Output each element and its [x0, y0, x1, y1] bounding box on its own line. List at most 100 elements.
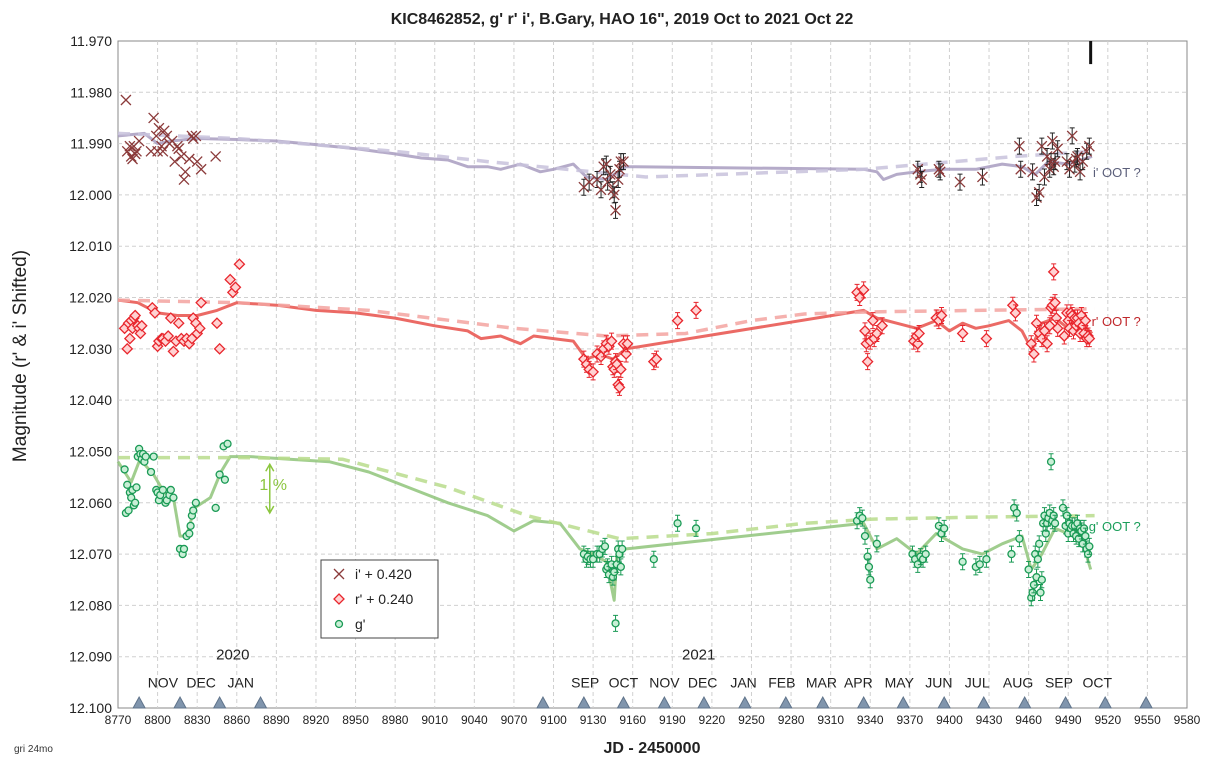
month-label: NOV — [148, 674, 179, 690]
x-tick-label: 9220 — [699, 713, 726, 727]
r-band-point — [1049, 296, 1061, 309]
x-tick-label: 9550 — [1134, 713, 1161, 727]
r-band-point — [956, 327, 969, 340]
g-band-point — [958, 557, 967, 566]
i-band-point — [608, 189, 620, 201]
r-band-point — [587, 366, 600, 378]
x-tick-label: 9160 — [619, 713, 646, 727]
g-band-point — [131, 498, 140, 507]
r-band-point — [853, 291, 866, 304]
r-band-point — [233, 258, 246, 271]
r-band-point — [1047, 265, 1060, 278]
month-label: JAN — [228, 674, 254, 690]
x-tick-label: 8770 — [105, 713, 132, 727]
r-band-point — [193, 322, 206, 335]
i-band-point — [595, 184, 607, 196]
month-label: FEB — [768, 674, 795, 690]
i-band-point — [1052, 143, 1064, 155]
y-tick-label: 12.010 — [69, 238, 112, 254]
r-band-point — [1058, 330, 1071, 342]
r-band-point — [211, 317, 223, 330]
i-band-point — [124, 140, 136, 152]
g-band-point — [940, 524, 949, 533]
legend-entry-label: g' — [355, 616, 365, 632]
g-band-point — [149, 452, 158, 461]
r-band-point — [1041, 337, 1054, 350]
i-band-point — [179, 166, 191, 178]
data-points — [118, 94, 1096, 632]
x-tick-label: 9070 — [501, 713, 528, 727]
g-band-point — [1035, 539, 1044, 548]
x-tick-label: 9340 — [857, 713, 884, 727]
month-label: AUG — [1003, 674, 1033, 690]
r-band-point — [149, 307, 161, 319]
month-triangle-marker — [738, 695, 752, 709]
i-band-point — [133, 135, 145, 147]
annotation-label: 1 % — [259, 477, 287, 494]
i-band-point — [604, 168, 616, 180]
y-tick-label: 12.090 — [69, 649, 112, 665]
month-triangle-marker — [976, 695, 991, 709]
i-band-point — [600, 158, 612, 170]
annotation-label: i' OOT ? — [1093, 165, 1141, 180]
month-label: JAN — [730, 674, 756, 690]
i-band-point — [158, 125, 170, 137]
g-band-point — [185, 529, 194, 538]
i-band-point — [121, 145, 133, 157]
r-band-point — [1025, 337, 1038, 350]
g-band-point — [691, 524, 701, 533]
month-triangle-marker — [856, 695, 871, 709]
i-band-point — [1046, 135, 1058, 147]
x-tick-label: 9130 — [580, 713, 607, 727]
i-band-point — [610, 204, 622, 216]
g-band-point — [616, 562, 625, 572]
i-band-point — [954, 176, 966, 188]
x-tick-label: 9580 — [1174, 713, 1201, 727]
i-band-point — [583, 176, 595, 188]
i-band-point — [1061, 156, 1073, 168]
i-band-point — [933, 163, 945, 175]
legend: i' + 0.420 r' + 0.240 g' — [320, 559, 439, 639]
plot-area — [117, 40, 1188, 709]
g-band-point — [1036, 588, 1045, 597]
r-band-point — [595, 350, 607, 363]
r-band-point — [224, 273, 237, 286]
x-tick-label: 8950 — [342, 713, 369, 727]
r-band-point — [870, 327, 883, 340]
g-band-point — [600, 542, 610, 551]
g-band-point — [1081, 531, 1090, 541]
i-band-point — [1077, 156, 1089, 168]
month-label: DEC — [688, 674, 718, 690]
annotations: NOV DEC JAN SEP OCT NOV DEC JAN FEB MAR APR MAY JUN J… — [148, 41, 1141, 690]
g-band-point — [189, 506, 198, 515]
g-band-point — [1037, 575, 1046, 584]
g-band-point — [123, 480, 132, 489]
month-triangle-marker — [1017, 695, 1032, 709]
g-band-point — [1012, 508, 1021, 518]
month-triangle-marker — [1058, 695, 1073, 709]
x-tick-label: 9490 — [1055, 713, 1082, 727]
model-curve — [117, 298, 1094, 361]
r-band-point — [621, 337, 634, 350]
r-band-point — [1009, 307, 1022, 319]
g-band-point — [1007, 549, 1016, 559]
one-percent-arrow-head-top — [265, 462, 275, 472]
i-band-point — [183, 153, 195, 165]
i-band-point — [169, 156, 181, 168]
g-band-point — [191, 498, 201, 507]
r-band-point — [980, 332, 993, 345]
one-percent-arrow-head-bottom — [265, 505, 275, 515]
x-tick-label: 9280 — [778, 713, 805, 727]
g-band-point — [1050, 519, 1060, 528]
month-triangle-marker — [536, 695, 550, 709]
g-band-point — [146, 467, 156, 477]
month-triangle-marker — [173, 695, 187, 709]
i-band-point — [190, 130, 202, 142]
g-band-point — [1085, 542, 1094, 551]
i-band-point — [157, 145, 169, 157]
x-tick-label: 9190 — [659, 713, 686, 727]
r-band-point — [1027, 348, 1040, 360]
x-tick-label: 8980 — [382, 713, 409, 727]
g-band-point — [858, 514, 867, 523]
y-tick-label: 12.070 — [69, 546, 112, 562]
